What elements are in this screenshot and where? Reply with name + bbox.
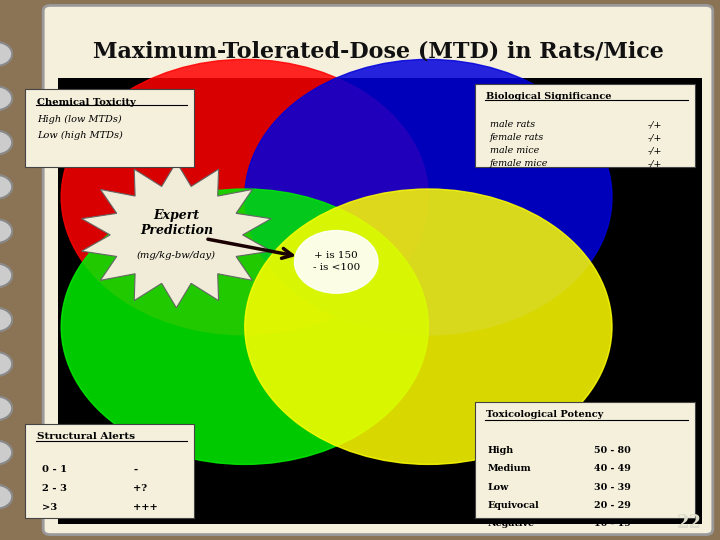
- Text: 30 - 39: 30 - 39: [594, 483, 631, 492]
- Text: Negative: Negative: [487, 519, 534, 529]
- Text: >3: >3: [42, 503, 57, 512]
- Text: Expert
Prediction: Expert Prediction: [140, 209, 213, 237]
- Text: Low: Low: [487, 483, 509, 492]
- FancyBboxPatch shape: [58, 22, 702, 78]
- Text: Toxicological Potency: Toxicological Potency: [486, 410, 603, 420]
- Text: -/+: -/+: [648, 133, 662, 143]
- Text: male rats: male rats: [490, 120, 535, 130]
- Circle shape: [0, 42, 12, 66]
- Text: Structural Alerts: Structural Alerts: [37, 432, 135, 441]
- Text: -: -: [133, 465, 138, 474]
- Circle shape: [0, 131, 12, 154]
- Text: Low (high MTDs): Low (high MTDs): [37, 131, 123, 140]
- FancyBboxPatch shape: [475, 402, 695, 518]
- Text: female mice: female mice: [490, 159, 548, 168]
- Text: male mice: male mice: [490, 146, 539, 156]
- Circle shape: [245, 189, 612, 464]
- Text: -/+: -/+: [648, 120, 662, 130]
- Polygon shape: [81, 162, 271, 308]
- Text: Biological Significance: Biological Significance: [486, 92, 611, 101]
- Text: 40 - 49: 40 - 49: [594, 464, 631, 474]
- Text: Equivocal: Equivocal: [487, 501, 539, 510]
- Circle shape: [0, 219, 12, 243]
- Circle shape: [0, 308, 12, 332]
- FancyBboxPatch shape: [43, 5, 713, 535]
- Circle shape: [0, 352, 12, 376]
- FancyBboxPatch shape: [475, 84, 695, 167]
- Text: -/+: -/+: [648, 146, 662, 156]
- Text: High (low MTDs): High (low MTDs): [37, 114, 122, 124]
- Text: 2 - 3: 2 - 3: [42, 484, 67, 493]
- Text: Chemical Toxicity: Chemical Toxicity: [37, 98, 136, 107]
- Circle shape: [0, 441, 12, 464]
- Text: female rats: female rats: [490, 133, 544, 143]
- Text: 10 - 19: 10 - 19: [594, 519, 631, 529]
- Text: 0 - 1: 0 - 1: [42, 465, 67, 474]
- Text: 20 - 29: 20 - 29: [594, 501, 631, 510]
- FancyBboxPatch shape: [25, 89, 194, 167]
- Text: 22: 22: [677, 514, 702, 532]
- Circle shape: [0, 175, 12, 199]
- Text: +?: +?: [133, 484, 148, 493]
- Circle shape: [0, 396, 12, 420]
- Text: Medium: Medium: [487, 464, 531, 474]
- Text: +++: +++: [133, 503, 158, 512]
- Text: 50 - 80: 50 - 80: [594, 446, 631, 455]
- Text: (mg/kg-bw/day): (mg/kg-bw/day): [137, 251, 216, 260]
- FancyBboxPatch shape: [25, 424, 194, 518]
- Circle shape: [0, 264, 12, 287]
- Text: -/+: -/+: [648, 159, 662, 168]
- Text: Maximum-Tolerated-Dose (MTD) in Rats/Mice: Maximum-Tolerated-Dose (MTD) in Rats/Mic…: [93, 40, 663, 62]
- Text: High: High: [487, 446, 513, 455]
- Circle shape: [245, 59, 612, 335]
- Circle shape: [0, 485, 12, 509]
- Text: + is 150
- is <100: + is 150 - is <100: [312, 252, 360, 272]
- Circle shape: [61, 59, 428, 335]
- Circle shape: [294, 231, 378, 293]
- Circle shape: [61, 189, 428, 464]
- Circle shape: [0, 86, 12, 110]
- FancyBboxPatch shape: [58, 78, 702, 524]
